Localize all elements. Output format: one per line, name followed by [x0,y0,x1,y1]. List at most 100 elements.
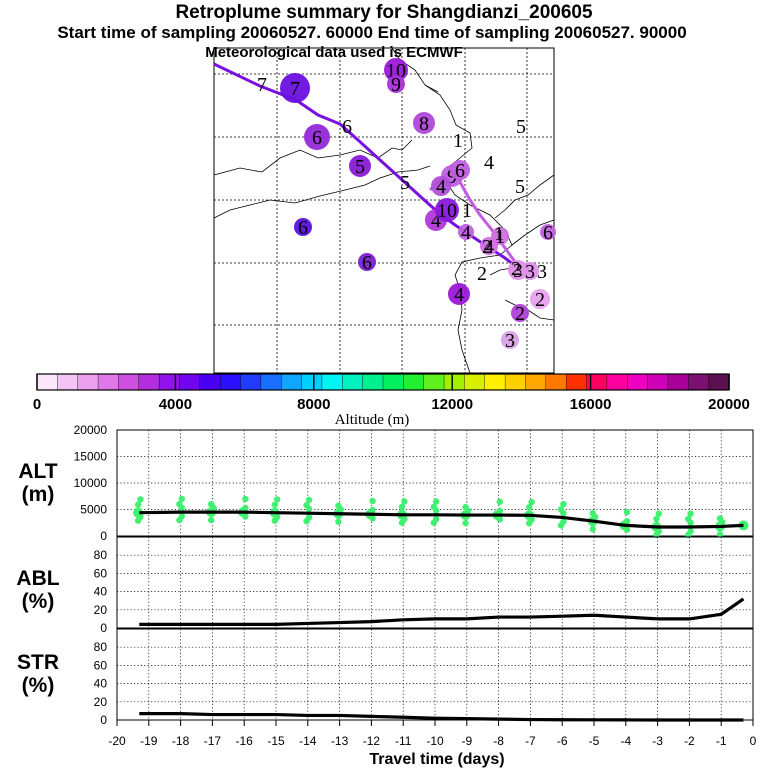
alt-median-line [139,510,744,529]
y-tick-label: 10000 [74,476,108,490]
y-tick-label: 20 [94,603,108,617]
altitude-scatter-point [303,502,310,509]
trajectory-point-label: 6 [455,160,465,182]
x-tick-label: -19 [140,734,158,748]
altitude-scatter-point [274,496,281,503]
altitude-scatter-point [433,498,440,505]
trajectory-point-label: 6 [362,252,372,274]
y-tick-label: 5000 [80,503,107,517]
trajectory-point-marker [458,224,474,240]
trajectory-point-marker [501,331,519,349]
trajectory-point: 4 [484,152,494,174]
colorbar-tick-label: 0 [33,396,41,413]
altitude-scatter-point [242,504,249,512]
trajectory-point: 2 [482,236,492,258]
trajectory-point-label: 4 [436,176,446,198]
trajectory-point-label: 4 [461,222,471,244]
trajectory-point: 4 [458,222,474,244]
trajectory-point: 2 [511,258,521,280]
trajectory-point-marker [431,176,451,196]
altitude-scatter-point [496,498,503,506]
trajectory-point: 3 [521,261,539,283]
altitude-scatter-point [655,510,662,517]
trajectory-point: 6 [540,222,556,244]
trajectory-point: 5 [349,155,371,178]
alt-panel: 0 5000 10000 15000 20000 ALT(m) [18,423,754,543]
x-tick-label: -7 [525,734,536,748]
panel-label: STR [17,651,59,674]
colorbar-tick-label: 20000 [708,396,750,413]
x-tick-label: -5 [589,734,600,748]
chart-title: Retroplume summary for Shangdianzi_20060… [175,2,593,23]
altitude-scatter-point [401,498,408,505]
panel-label: (%) [22,674,55,697]
trajectory-point-label: 2 [511,258,521,280]
y-tick-label: 60 [94,658,108,672]
altitude-scatter-point [557,506,565,513]
trajectory-point-marker [450,160,470,180]
y-tick-label: 40 [94,585,108,599]
trajectory-point: 3 [537,261,547,283]
map-frame [213,47,555,374]
trajectory-point-marker [384,58,408,82]
trajectory-point-label: 7 [290,78,300,100]
str-median-line [139,712,744,722]
x-tick-label: -4 [620,734,631,748]
altitude-scatter-point [589,510,596,517]
trajectory-point-label: 9 [391,74,401,96]
x-tick-label: -16 [236,734,254,748]
altitude-scatter-point [369,497,376,505]
x-tick-label: -20 [108,734,126,748]
trajectory-point: 7 [280,73,310,103]
altitude-scatter-point [208,501,215,508]
trajectory-point: 2 [530,289,550,311]
x-tick-label: -13 [331,734,349,748]
trajectory-point: 2 [511,303,529,325]
y-tick-label: 15000 [74,450,108,464]
altitude-scatter-point [133,507,144,518]
altitude-scatter-point [335,518,342,525]
x-tick-label: -6 [557,734,568,748]
trajectory-point: 9 [387,74,405,96]
x-axis-label: Travel time (days) [369,751,504,768]
trajectory-point-label: 5 [516,116,526,138]
sampling-time-subtitle: Start time of sampling 20060527. 60000 E… [57,23,687,42]
trajectory-point-label: 4 [431,210,441,232]
trajectory-point: 2 [477,263,487,285]
altitude-scatter-point [178,513,185,520]
trajectory-point-label: 4 [484,152,494,174]
altitude-scatter-point [271,501,278,508]
panel-label: ABL [16,567,59,590]
altitude-scatter-point [560,501,567,508]
altitude-scatter-point [462,519,469,527]
trajectory-point-label: 10 [386,60,406,82]
trajectory-point-marker [435,198,459,222]
panel-label: (m) [22,483,55,506]
trajectory-point: 6 [358,252,376,274]
x-tick-label: -18 [172,734,190,748]
altitude-scatter-point [208,516,215,524]
altitude-scatter-point [496,507,503,515]
altitude-scatter-point [178,495,185,503]
str-panel: 0 20 40 60 80 STR(%) [17,628,754,727]
colorbar-tick-label: 16000 [570,396,612,413]
y-tick-label: 60 [94,566,108,580]
x-tick-label: -11 [395,734,412,748]
trajectory-point: 6 [294,217,312,239]
y-tick-label: 40 [94,677,108,691]
altitude-scatter-point [653,515,660,523]
trajectory-point-marker [387,75,405,93]
y-tick-label: 0 [100,621,107,635]
trajectory-point-label: 4 [484,236,494,258]
altitude-scatter-point [623,508,631,516]
trajectory-point-marker [521,262,539,280]
x-tick-label: -2 [684,734,695,748]
altitude-scatter-point [526,504,533,511]
trajectory-point-label: 6 [298,217,308,239]
trajectory-point-marker [304,124,330,150]
y-tick-label: 20 [94,695,108,709]
y-tick-label: 80 [94,640,108,654]
trajectory-point-label: 2 [515,303,525,325]
altitude-scatter-point [176,501,183,508]
